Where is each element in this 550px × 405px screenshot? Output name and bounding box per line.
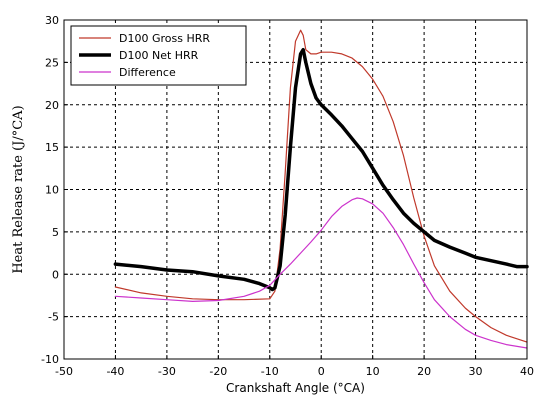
x-axis-ticks: -50 -40 -30 -20 -10 0 10 20 30 40 <box>55 355 534 378</box>
series-line-1 <box>113 47 529 292</box>
x-tick-label: 20 <box>417 365 431 378</box>
y-axis-label: Heat Release rate (J/°CA) <box>11 105 26 273</box>
x-tick-label: 0 <box>318 365 325 378</box>
y-tick-label: 10 <box>45 184 59 197</box>
x-tick-label: -30 <box>158 365 176 378</box>
x-tick-label: 30 <box>469 365 483 378</box>
series-line-0 <box>114 29 528 343</box>
y-axis-ticks: -10 -5 0 5 10 15 20 25 30 <box>41 14 68 366</box>
legend-label: D100 Net HRR <box>119 49 199 62</box>
x-tick-label: -40 <box>106 365 124 378</box>
legend-label: Difference <box>119 66 176 79</box>
x-tick-label: 10 <box>366 365 380 378</box>
x-tick-label: -50 <box>55 365 73 378</box>
y-tick-label: 15 <box>45 141 59 154</box>
x-tick-label: 40 <box>520 365 534 378</box>
series-layer <box>113 29 529 349</box>
x-axis-label: Crankshaft Angle (°CA) <box>226 381 365 395</box>
y-tick-label: 30 <box>45 14 59 27</box>
y-tick-label: 5 <box>52 226 59 239</box>
y-tick-label: 25 <box>45 56 59 69</box>
y-tick-label: 20 <box>45 99 59 112</box>
y-tick-label: 0 <box>52 268 59 281</box>
legend: D100 Gross HRR D100 Net HRR Difference <box>70 25 247 86</box>
y-tick-label: -10 <box>41 353 59 366</box>
y-tick-label: -5 <box>48 311 59 324</box>
legend-label: D100 Gross HRR <box>119 32 210 45</box>
x-tick-label: -10 <box>261 365 279 378</box>
series-line-2 <box>114 197 528 349</box>
x-tick-label: -20 <box>209 365 227 378</box>
